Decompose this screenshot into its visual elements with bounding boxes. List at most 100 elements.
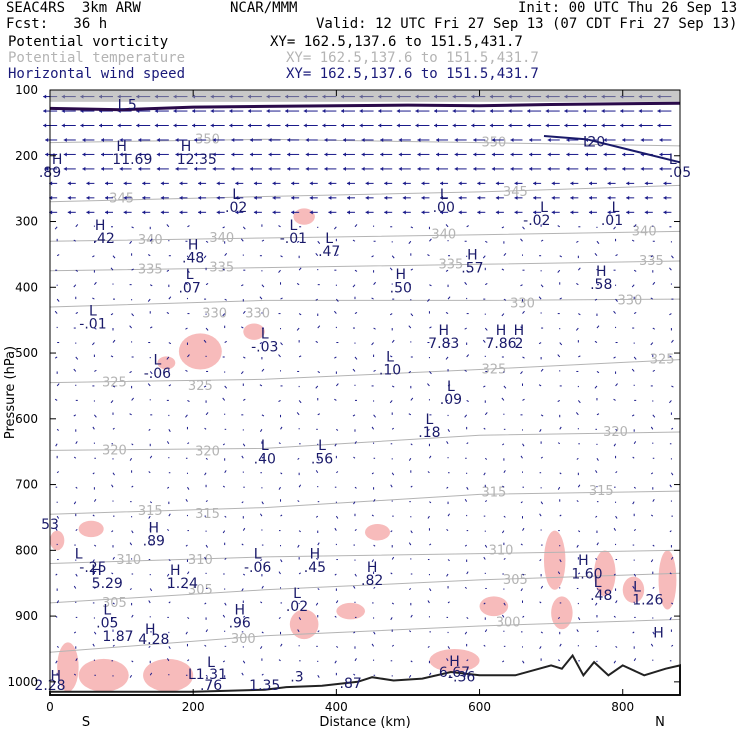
wind-vector: [483, 472, 486, 476]
theta-label: 345: [109, 192, 134, 207]
wind-vector-head: [489, 109, 493, 114]
wind-vector: [259, 429, 263, 432]
wind-vector: [371, 342, 374, 346]
wind-vector: [427, 254, 430, 257]
wind-vector: [317, 588, 320, 591]
wind-vector: [391, 556, 395, 560]
wind-vector: [112, 339, 116, 343]
wind-vector: [261, 414, 265, 417]
theta-label: 315: [195, 507, 220, 522]
wind-vector: [445, 269, 449, 272]
wind-vector: [297, 500, 300, 503]
wind-vector: [93, 631, 97, 635]
wind-vector: [578, 530, 581, 533]
wind-vector: [501, 614, 505, 618]
wind-vector: [167, 486, 170, 489]
wind-vector-head: [417, 152, 421, 157]
wind-vector-head: [508, 109, 512, 114]
wind-vector-head: [309, 181, 313, 186]
pv-extremum-label: .58: [590, 277, 612, 293]
wind-vector: [205, 500, 208, 503]
pv-extremum-label: L: [290, 218, 298, 234]
pv-extremum-label: .00: [433, 200, 455, 216]
theta-label: 330: [245, 307, 270, 322]
wind-vector-head: [663, 195, 667, 200]
upper-shading-band: [50, 90, 680, 102]
init-time: Init: 00 UTC Thu 26 Sep 13: [518, 0, 738, 16]
wind-vector: [429, 455, 432, 459]
wind-vector: [129, 413, 132, 416]
wind-vector-head: [342, 137, 346, 142]
wind-vector: [669, 530, 672, 533]
wind-vector: [391, 385, 395, 388]
wind-vector: [671, 385, 674, 388]
wind-vector: [540, 501, 544, 505]
wind-vector: [483, 644, 486, 647]
wind-vector: [259, 513, 263, 517]
wind-vector: [92, 514, 95, 517]
wind-vector: [447, 296, 451, 300]
wind-vector: [187, 617, 190, 619]
wind-vector: [261, 368, 265, 372]
wind-vector-head: [620, 109, 624, 114]
wind-vector: [557, 617, 561, 619]
wind-vector-head: [192, 123, 196, 128]
wind-vector: [631, 239, 635, 242]
wind-vector: [75, 224, 79, 228]
wind-vector-head: [266, 109, 270, 114]
wind-vector: [408, 675, 412, 678]
wind-vector-head: [398, 166, 402, 171]
field-wind-name: Horizontal wind speed: [8, 66, 186, 82]
pv-extremum-label: L: [426, 412, 434, 428]
pv-extremum-label: H: [438, 323, 449, 339]
wind-vector: [577, 400, 581, 404]
wind-vector: [336, 645, 339, 648]
wind-vector-head: [175, 137, 179, 142]
wind-vector: [54, 226, 58, 230]
wind-vector: [466, 659, 469, 662]
wind-vector: [261, 673, 264, 676]
wind-vector-head: [434, 109, 438, 114]
theta-label: 330: [617, 293, 642, 308]
wind-vector: [595, 515, 598, 518]
x-tick-label: 0: [46, 700, 54, 714]
wind-vector-head: [626, 181, 630, 186]
wind-vector-head: [477, 195, 481, 200]
wind-vector: [222, 226, 225, 229]
wind-vector: [317, 542, 320, 546]
wind-vector: [466, 486, 469, 490]
theta-contour: [49, 572, 681, 604]
wind-vector: [410, 313, 414, 317]
wind-vector: [168, 601, 171, 604]
wind-vector: [315, 515, 319, 518]
wind-vector-head: [570, 181, 574, 186]
theta-contour: [49, 230, 681, 242]
wind-vector-head: [212, 166, 216, 171]
wind-vector: [633, 356, 637, 360]
pv-tropopause-contour: [49, 101, 681, 112]
wind-vector-head: [266, 123, 270, 128]
pv-extremum-label: .09: [440, 392, 462, 408]
wind-vector: [577, 267, 581, 271]
wind-vector-head: [82, 137, 86, 142]
wind-vector: [278, 269, 281, 273]
wind-vector: [92, 426, 95, 430]
wind-vector: [371, 426, 375, 430]
wind-vector: [594, 252, 598, 257]
wind-vector-head: [117, 123, 121, 128]
wind-vector-head: [175, 152, 179, 157]
theta-label: 350: [481, 136, 506, 151]
pv-extremum-label: L: [293, 586, 301, 602]
field-pv-name: Potential vorticity: [8, 34, 169, 50]
wind-vector: [539, 646, 542, 650]
wind-vector: [650, 426, 654, 430]
field-wind-xy: XY= 162.5,137.6 to 151.5,431.7: [286, 66, 539, 82]
wind-vector: [501, 313, 505, 317]
wind-vector: [410, 530, 413, 534]
wind-vector: [652, 631, 655, 635]
wind-vector: [520, 588, 523, 592]
wind-vector-head: [564, 109, 568, 114]
wind-vector-head: [584, 166, 588, 171]
wind-vector: [538, 296, 542, 300]
pv-extremum-label: 2: [514, 336, 523, 352]
